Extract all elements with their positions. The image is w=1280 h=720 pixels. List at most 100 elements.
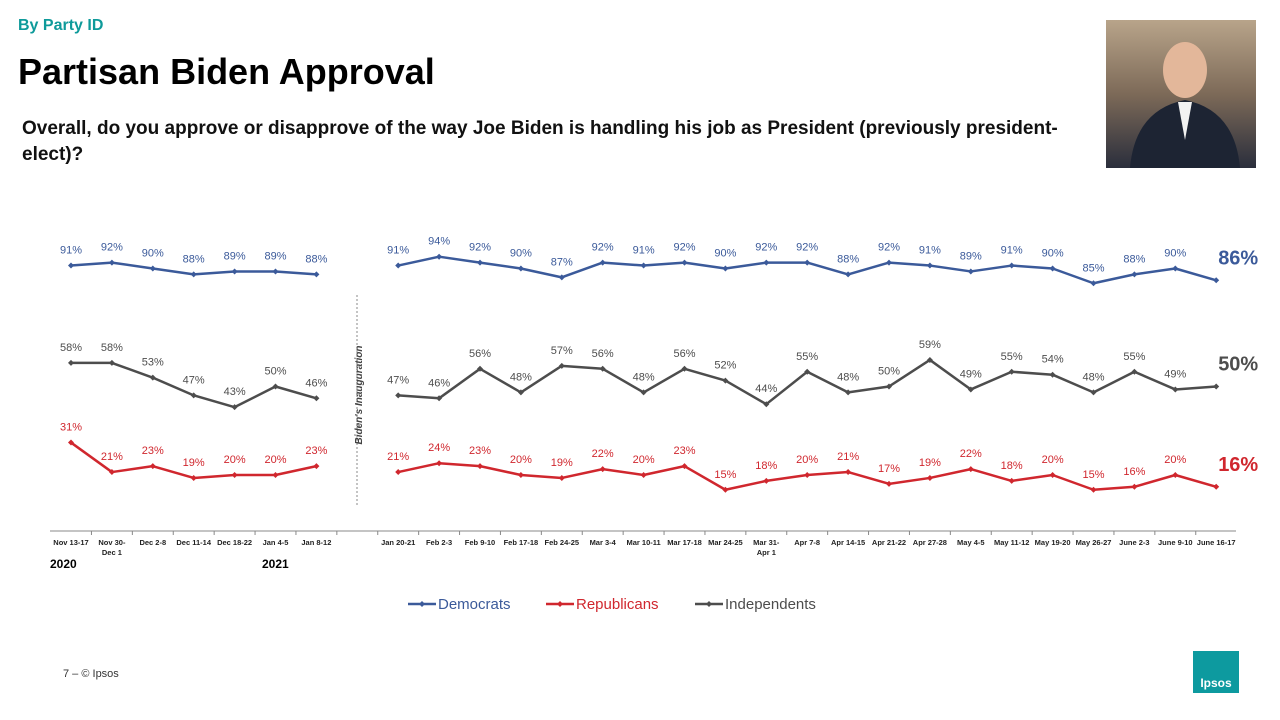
point [272,472,279,478]
value-label: 59% [919,339,941,351]
value-label: 48% [837,371,859,383]
point [926,262,933,269]
point [190,392,197,399]
point [517,472,524,478]
point [1049,265,1056,272]
series-line [71,358,1217,409]
point [640,389,647,396]
value-label: 22% [592,448,614,460]
point [149,265,156,272]
point [231,268,238,275]
point [313,395,320,402]
value-label: 18% [1001,460,1023,472]
point [1008,262,1015,269]
x-tick-label: Feb 9-10 [465,538,495,547]
value-label: 90% [510,248,532,260]
x-tick-label: Apr 21-22 [872,538,906,547]
value-label: 20% [510,454,532,466]
x-tick-label: May 4-5 [957,538,985,547]
x-tick-label: June 9-10 [1158,538,1193,547]
value-label: 48% [633,371,655,383]
point [681,259,688,266]
value-label: 91% [919,245,941,257]
value-label: 19% [551,457,573,469]
legend-label: Republicans [576,596,659,613]
point [68,262,74,269]
x-tick-label: Mar 10-11 [626,538,660,547]
value-label: 56% [469,348,491,360]
value-label: 21% [837,451,859,463]
value-label: 17% [878,463,900,475]
point [599,466,606,473]
point [1172,265,1179,272]
photo [1106,20,1256,168]
point [640,472,647,478]
point [231,404,238,411]
value-label: 16% [1123,466,1145,478]
value-label: 47% [387,374,409,386]
point [1131,483,1138,490]
point [1213,483,1220,490]
x-tick-label: Feb 2-3 [426,538,452,547]
footer: 7 – © Ipsos [63,668,119,680]
year-label: 2020 [50,557,77,571]
point [845,389,852,396]
x-tick-label: May 19-20 [1035,538,1071,547]
point [108,469,115,476]
value-label: 52% [714,360,736,372]
value-label: 22% [960,448,982,460]
value-label: 20% [1042,454,1064,466]
value-label: 53% [142,357,164,369]
point [477,259,483,266]
x-tick-label: June 16-17 [1197,538,1236,547]
value-label: 20% [796,454,818,466]
value-label: 89% [960,250,982,262]
value-label: 58% [101,342,123,354]
point [272,383,279,390]
value-label: 56% [592,348,614,360]
section-label: By Party ID [18,17,103,34]
value-label: 19% [919,457,941,469]
value-label: 92% [101,242,123,254]
point [436,253,443,260]
point [1213,383,1220,390]
legend-label: Democrats [438,596,511,613]
value-label: 20% [224,454,246,466]
x-tick-label: Apr 14-15 [831,538,865,547]
point [395,469,402,476]
end-label: 16% [1218,454,1258,476]
x-tick-label: Feb 24-25 [544,538,579,547]
point [1008,368,1015,375]
point [190,474,197,481]
value-label: 31% [60,422,82,434]
point [477,365,483,372]
value-label: 91% [633,245,655,257]
x-tick-label: Apr 27-28 [913,538,947,547]
point [886,480,892,487]
value-label: 21% [101,451,123,463]
value-label: 50% [878,366,900,378]
value-label: 90% [1042,248,1064,260]
x-tick-label: Dec 18-22 [217,538,252,547]
x-tick-label: Dec 11-14 [176,538,211,547]
point [886,259,892,266]
point [681,365,688,372]
value-label: 92% [469,242,491,254]
point [845,469,852,476]
value-label: 92% [755,242,777,254]
value-label: 19% [183,457,205,469]
x-tick-label: June 2-3 [1119,538,1149,547]
x-tick-label: Mar 31-Apr 1 [753,538,780,557]
point [149,374,156,381]
point [477,463,483,470]
point [1049,371,1056,378]
value-label: 92% [878,242,900,254]
x-tick-label: Apr 7-8 [794,538,820,547]
x-tick-label: Mar 17-18 [667,538,702,547]
value-label: 90% [1164,248,1186,260]
end-label: 86% [1218,247,1258,269]
point [763,401,770,408]
value-label: 88% [305,253,327,265]
point [68,359,74,366]
